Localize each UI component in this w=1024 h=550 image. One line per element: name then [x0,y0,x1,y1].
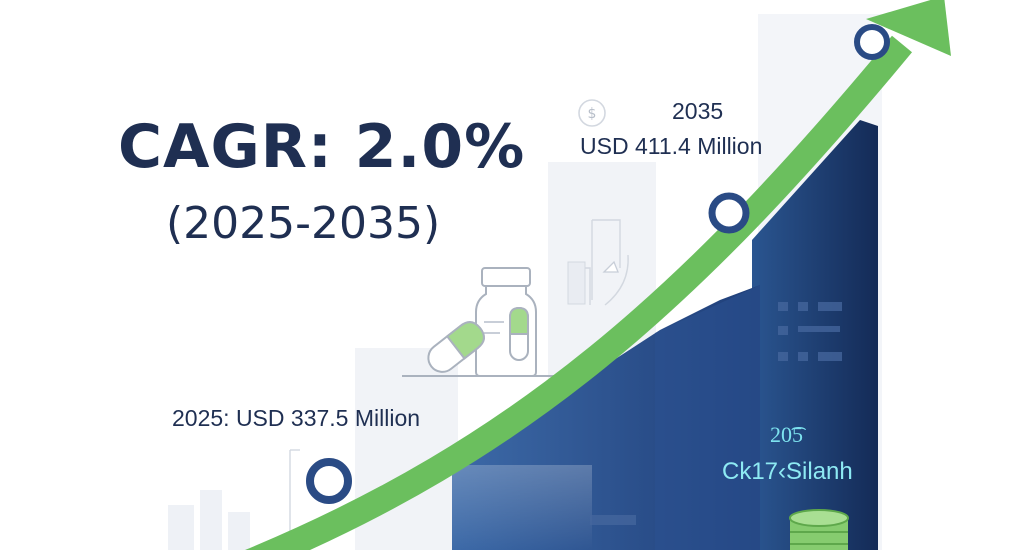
grid-mark [798,352,808,361]
line-chart-arrow [602,260,619,273]
point-2025-marker [306,458,352,504]
coin-stack-icon [789,509,849,550]
end-year-label: 2035 [672,98,724,124]
dollar-sign: $ [588,106,597,122]
capsule-green-half [445,321,485,360]
bg-bar [200,490,222,550]
growth-arrow-head [866,0,951,56]
capsule-icon [427,321,485,373]
growth-arrow-icon [245,0,951,550]
point-2035-marker [854,24,890,60]
line-chart-icon [567,260,619,305]
grid-mark [798,326,840,332]
forecast-period: (2025-2035) [166,198,441,249]
grid-mark [778,326,788,335]
grid-mark [818,302,842,311]
coin-stack-top [789,509,849,527]
growth-bar-mid-shade [655,285,760,550]
grid-mark [590,515,636,525]
dollar-coin-circle [578,99,606,127]
bottle-cap [481,267,531,287]
bg-bar [228,512,250,550]
point-mid-marker [708,192,750,234]
line-chart-frame [567,261,586,305]
bg-bar [168,505,194,550]
growth-arrow-shaft [245,35,913,550]
start-value-label: 2025: USD 337.5 Million [172,405,421,431]
connector-line [604,254,629,306]
grid-mark [818,352,842,361]
bottle-pill-green [509,306,529,335]
growth-bars [452,120,878,550]
end-value-label: USD 411.4 Million [580,133,763,159]
medicine-bottle-icon [475,267,537,377]
growth-bar-back [752,120,878,550]
grid-mark [778,352,788,361]
bar-grid-marks [590,302,842,525]
overlay-caption-text: Ck17‹Silanh [722,458,853,485]
bar-fade [452,465,592,550]
grid-mark [798,302,808,311]
overlay-year-text: 20͡5 [770,422,803,447]
cagr-headline: CAGR: 2.0% [118,112,526,182]
point-markers [306,24,890,504]
connector-line [592,219,621,268]
grid-mark [778,302,788,311]
dollar-coin-icon: $ [578,99,606,127]
